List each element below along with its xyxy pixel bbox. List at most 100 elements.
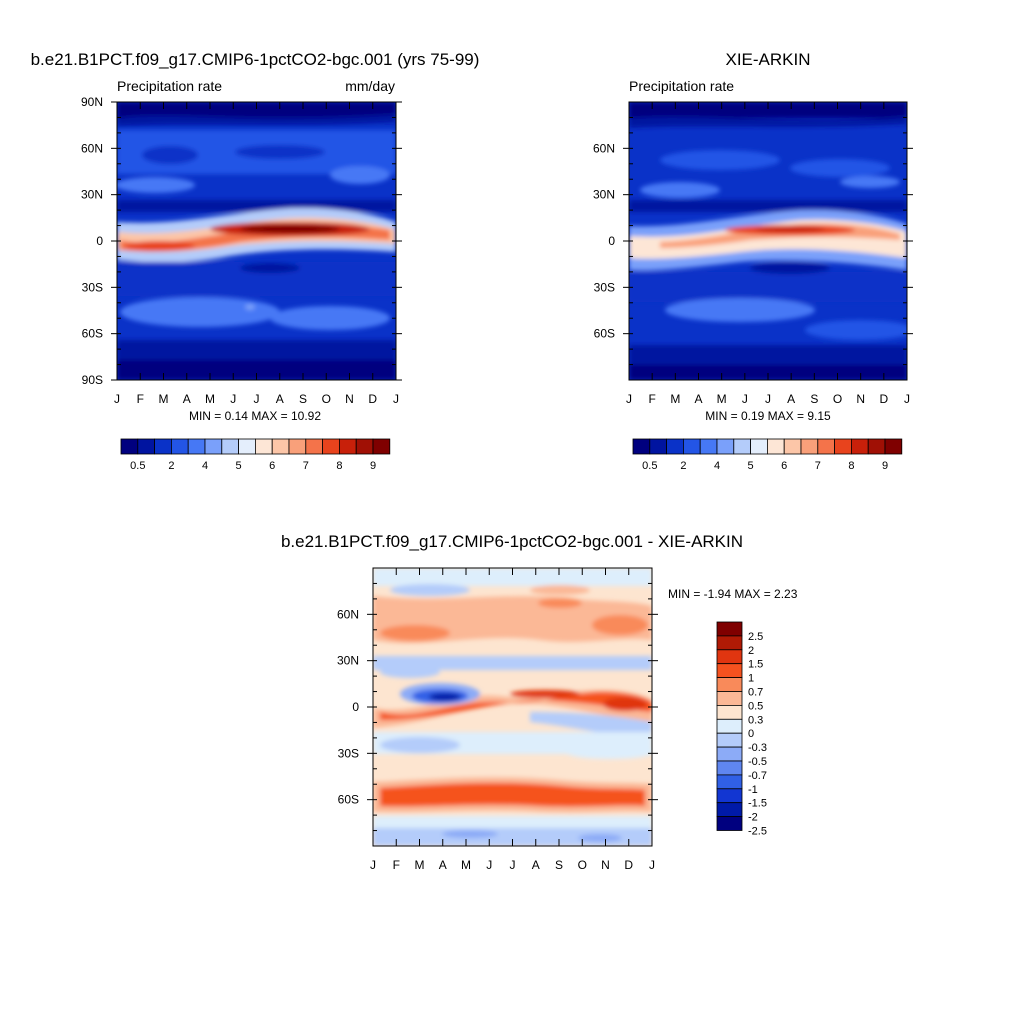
colorbar-swatch (716, 718, 743, 734)
colorbar-swatch (716, 663, 743, 679)
x-tick-label: N (856, 392, 865, 406)
y-tick-label: 60S (594, 327, 615, 341)
y-tick-label: 60S (82, 327, 103, 341)
colorbar-label: 8 (336, 460, 342, 472)
y-tick-label: 90S (82, 373, 103, 387)
colorbar-swatch (699, 438, 718, 455)
panel-model-min-max: MIN = 0.14 MAX = 10.92 (189, 409, 321, 423)
colorbar-swatch (867, 438, 886, 455)
colorbar-swatch (170, 438, 189, 455)
y-tick-label: 0 (96, 234, 103, 248)
colorbar-swatch (683, 438, 701, 455)
colorbar-label: 0 (748, 728, 754, 740)
colorbar-swatch (716, 774, 743, 790)
colorbar-swatch (137, 438, 156, 455)
x-tick-label: J (393, 392, 399, 406)
y-tick-label: 60N (593, 141, 615, 155)
colorbar-label: 7 (815, 460, 821, 472)
colorbar-label: -0.5 (748, 756, 767, 768)
x-tick-label: F (393, 858, 400, 872)
x-tick-label: N (345, 392, 354, 406)
x-tick-label: J (486, 858, 492, 872)
colorbar-swatch (716, 677, 743, 692)
panel-model-field (117, 102, 396, 380)
colorbar-swatch (800, 438, 819, 455)
colorbar-swatch (632, 438, 651, 455)
colorbar-swatch (271, 438, 290, 455)
colorbar-swatch (322, 438, 340, 455)
x-tick-label: J (370, 858, 376, 872)
panel-observations: XIE-ARKIN Precipitation rate (593, 50, 913, 472)
colorbar-label: 2.5 (748, 631, 763, 643)
colorbar-label: -2.5 (748, 826, 767, 838)
panel-difference-field (373, 568, 652, 846)
colorbar-label: -0.3 (748, 742, 767, 754)
colorbar-swatch (716, 816, 743, 831)
y-tick-label: 30N (593, 188, 615, 202)
x-tick-label: A (183, 392, 191, 406)
colorbar-swatch (884, 438, 903, 455)
x-tick-label: D (624, 858, 633, 872)
colorbar-swatch (716, 760, 743, 776)
colorbar-swatch (851, 438, 869, 455)
colorbar-swatch (120, 438, 139, 455)
colorbar-swatch (716, 746, 743, 762)
panel-observations-left-label: Precipitation rate (629, 78, 734, 94)
panel-difference: b.e21.B1PCT.f09_g17.CMIP6-1pctCO2-bgc.00… (281, 532, 798, 872)
colorbar-swatch (783, 438, 802, 455)
colorbar-label: 2 (168, 460, 174, 472)
colorbar-swatch (338, 438, 357, 455)
x-tick-label: A (694, 392, 702, 406)
colorbar-swatch (649, 438, 667, 455)
colorbar-swatch (716, 621, 743, 637)
colorbar-swatch (716, 732, 743, 748)
x-tick-label: D (368, 392, 377, 406)
colorbar-label: 0.5 (642, 460, 657, 472)
x-tick-label: F (137, 392, 144, 406)
y-tick-label: 30N (81, 188, 103, 202)
colorbar-label: -0.7 (748, 770, 767, 782)
colorbar-label: -1.5 (748, 798, 767, 810)
x-tick-label: J (510, 858, 516, 872)
colorbar-label: 1 (748, 673, 754, 685)
colorbar-label: 9 (370, 460, 376, 472)
colorbar-swatch (716, 691, 743, 706)
y-tick-label: 0 (352, 700, 359, 714)
colorbar-swatch (817, 438, 835, 455)
x-tick-label: M (670, 392, 680, 406)
colorbar-label: 2 (680, 460, 686, 472)
panel-difference-min-max: MIN = -1.94 MAX = 2.23 (668, 587, 798, 601)
colorbar-swatch (288, 438, 307, 455)
colorbar-label: 6 (269, 460, 275, 472)
colorbar-swatch (254, 438, 273, 455)
x-tick-label: J (765, 392, 771, 406)
panel-difference-title: b.e21.B1PCT.f09_g17.CMIP6-1pctCO2-bgc.00… (281, 532, 743, 551)
x-tick-label: A (439, 858, 447, 872)
x-tick-label: J (114, 392, 120, 406)
x-tick-label: J (649, 858, 655, 872)
colorbar-label: 5 (748, 460, 754, 472)
colorbar-label: 1.5 (748, 659, 763, 671)
colorbar-swatch (750, 438, 768, 455)
x-tick-label: O (833, 392, 842, 406)
colorbar-swatch (716, 438, 735, 455)
x-tick-label: O (322, 392, 331, 406)
x-tick-label: J (626, 392, 632, 406)
x-tick-label: J (904, 392, 910, 406)
y-tick-label: 30S (82, 280, 103, 294)
colorbar-label: 0.3 (748, 714, 763, 726)
x-tick-label: J (230, 392, 236, 406)
colorbar-label: 4 (202, 460, 208, 472)
x-tick-label: M (461, 858, 471, 872)
y-tick-label: 30S (338, 746, 359, 760)
colorbar-swatch (372, 438, 391, 455)
x-tick-label: A (276, 392, 284, 406)
colorbar-swatch (666, 438, 684, 455)
colorbar-swatch (716, 649, 743, 665)
x-tick-label: M (205, 392, 215, 406)
x-tick-label: O (578, 858, 587, 872)
colorbar-swatch (716, 802, 743, 818)
x-tick-label: S (299, 392, 307, 406)
colorbar-swatch (154, 438, 172, 455)
